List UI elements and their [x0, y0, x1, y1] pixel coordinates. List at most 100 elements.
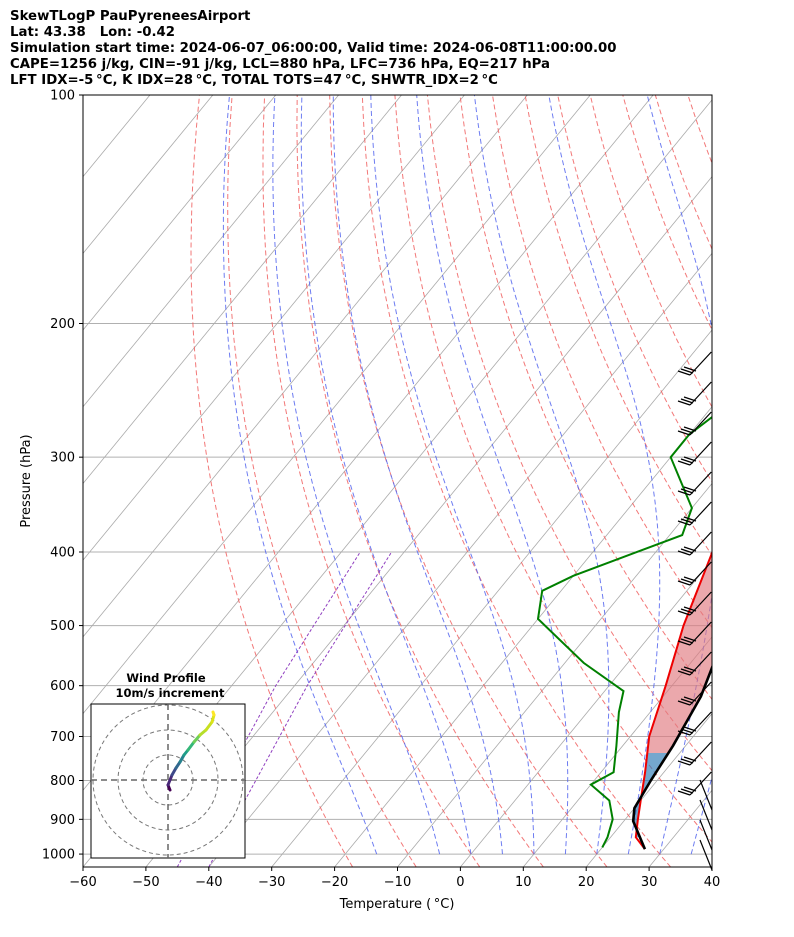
y-tick-label: 200 — [50, 317, 75, 332]
hodograph-segment — [186, 740, 196, 752]
cin-area — [633, 753, 669, 838]
x-tick-label: 20 — [578, 875, 595, 890]
wind-barb — [699, 779, 713, 811]
x-tick-label: 30 — [641, 875, 658, 890]
inset-title: Wind Profile — [126, 671, 206, 685]
inset-subtitle: 10m/s increment — [116, 686, 225, 700]
wind-barb-flag — [677, 550, 691, 556]
isotherm-line — [83, 95, 528, 638]
chart-title-station: SkewTLogP PauPyreneesAirport — [10, 9, 251, 24]
moist-adiabat-line — [723, 95, 794, 854]
isotherm-line — [271, 329, 712, 867]
wind-barb — [689, 411, 712, 436]
isotherm-line — [397, 482, 712, 867]
isotherm-line — [83, 95, 277, 331]
wind-barb — [689, 381, 712, 406]
moist-adiabat-line — [300, 95, 472, 855]
wind-barb-flag — [677, 400, 691, 406]
x-tick-label: −40 — [195, 875, 222, 890]
dry-adiabat-line — [394, 95, 712, 843]
hodograph-segment — [204, 720, 214, 732]
wind-barb — [689, 741, 712, 766]
x-tick-label: −20 — [321, 875, 348, 890]
wind-barb-flag — [677, 760, 691, 766]
moist-adiabat-line — [272, 95, 441, 855]
y-axis-label: Pressure (hPa) — [19, 434, 34, 527]
x-tick-label: −60 — [69, 875, 96, 890]
y-tick-label: 400 — [50, 546, 75, 561]
moist-adiabat-line — [548, 95, 661, 855]
wind-barb-flag — [677, 640, 691, 646]
wind-barb — [699, 819, 713, 851]
isotherm-line — [334, 406, 712, 867]
wind-barb — [689, 561, 712, 586]
wind-barb-flag — [680, 758, 694, 764]
wind-barb-flag — [677, 670, 691, 676]
inset-hodograph — [91, 704, 245, 858]
isotherm-line — [522, 636, 712, 867]
y-tick-label: 700 — [50, 730, 75, 745]
dry-adiabat-line — [426, 95, 712, 772]
dry-adiabat-line — [492, 95, 712, 629]
x-tick-label: −10 — [384, 875, 411, 890]
wind-barb — [689, 651, 712, 676]
wind-profile-inset: Wind Profile 10m/s increment — [90, 671, 246, 859]
wind-barb-flag — [677, 610, 691, 616]
wind-barb — [689, 501, 712, 526]
wind-barb — [689, 351, 712, 376]
isotherm-line — [83, 95, 402, 485]
wind-barb-flag — [680, 638, 694, 644]
wind-barb-flag — [683, 396, 697, 402]
dry-adiabat-line — [459, 95, 712, 701]
dry-adiabat-line — [753, 95, 794, 867]
cape-cin-fills — [633, 553, 712, 838]
wind-barb-flag — [683, 636, 697, 642]
mixing-ratio-line — [208, 551, 393, 867]
dry-adiabat-line — [262, 95, 481, 867]
wind-barb-flag — [680, 578, 694, 584]
isotherm-line — [460, 559, 712, 867]
wind-barb — [689, 531, 712, 556]
wind-barb — [689, 591, 712, 616]
x-axis-label: Temperature ( °C) — [339, 897, 455, 912]
dry-adiabat-line — [786, 95, 794, 867]
y-tick-label: 1000 — [42, 848, 75, 863]
wind-barb-flag — [680, 458, 694, 464]
wind-barb-flag — [683, 486, 697, 492]
dry-adiabat-line — [227, 95, 417, 867]
wind-barb-flag — [677, 490, 691, 496]
wind-barb-flag — [680, 398, 694, 404]
isotherm-line — [145, 176, 712, 867]
wind-barb-flag — [683, 456, 697, 462]
wind-barb-flag — [683, 576, 697, 582]
x-tick-label: 0 — [456, 875, 464, 890]
wind-barb-flag — [677, 700, 691, 706]
dry-adiabat-line — [654, 95, 712, 251]
x-axis-ticks: −60 −50 −40 −30 −20 −10 0 10 20 30 40 — [69, 867, 720, 890]
y-tick-label: 600 — [50, 679, 75, 694]
chart-title-indices: LFT IDX=-5 °C, K IDX=28 °C, TOTAL TOTS=4… — [10, 73, 498, 88]
isotherm-line — [83, 95, 214, 254]
dry-adiabat-line — [329, 95, 608, 867]
y-tick-label: 900 — [50, 813, 75, 828]
wind-barb-flag — [680, 728, 694, 734]
x-tick-label: −50 — [132, 875, 159, 890]
wind-barb-flag — [683, 696, 697, 702]
chart-title-cape: CAPE=1256 j/kg, CIN=-91 j/kg, LCL=880 hP… — [10, 57, 551, 72]
dry-adiabat-line — [296, 95, 544, 867]
y-tick-label: 100 — [50, 89, 75, 104]
moist-adiabat-line — [416, 95, 569, 855]
wind-barb-flag — [680, 608, 694, 614]
x-tick-label: 10 — [515, 875, 532, 890]
wind-barb-flag — [683, 786, 697, 792]
chart-title-location: Lat: 43.38 Lon: -0.42 — [10, 25, 176, 40]
wind-barb — [689, 621, 712, 646]
wind-barb-flag — [677, 460, 691, 466]
y-tick-label: 800 — [50, 774, 75, 789]
isotherm-line — [83, 95, 465, 561]
wind-barb-flag — [677, 790, 691, 796]
dry-adiabat-line — [589, 95, 712, 408]
isotherm-line — [208, 252, 712, 867]
chart-title-times: Simulation start time: 2024-06-07_06:00:… — [10, 41, 617, 56]
y-tick-label: 300 — [50, 451, 75, 466]
